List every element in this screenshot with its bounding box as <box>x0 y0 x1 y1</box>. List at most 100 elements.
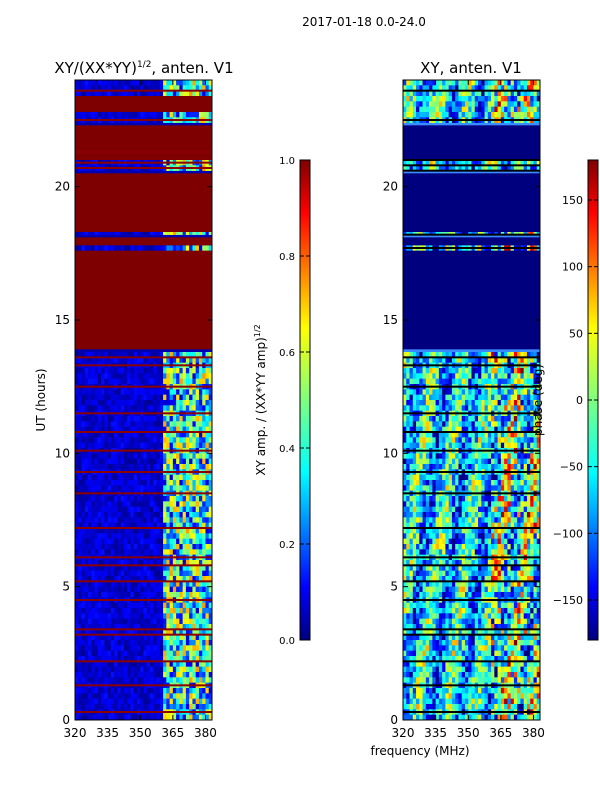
heatmap-cell <box>166 693 170 699</box>
heatmap-cell <box>461 464 466 470</box>
heatmap-cell <box>510 357 515 363</box>
heatmap-cell <box>455 480 459 486</box>
figure-suptitle: 2017-01-18 0.0-24.0 <box>302 15 426 29</box>
heatmap-cell <box>195 90 200 97</box>
heatmap-cell <box>140 421 144 427</box>
heatmap-cell <box>101 432 105 438</box>
heatmap-cell <box>127 528 131 534</box>
heatmap-cell <box>409 474 414 481</box>
heatmap-cell <box>202 506 206 513</box>
heatmap-cell <box>75 368 79 374</box>
heatmap-cell <box>403 458 407 465</box>
heatmap-cell <box>101 400 105 406</box>
heatmap-cell <box>150 672 154 678</box>
heatmap-cell <box>435 357 440 363</box>
heatmap-cell <box>182 432 187 438</box>
heatmap-cell <box>451 368 456 374</box>
heatmap-cell <box>205 522 210 529</box>
heatmap-cell <box>94 565 99 571</box>
heatmap-cell <box>133 357 138 363</box>
heatmap-cell <box>455 496 459 502</box>
heatmap-cell <box>81 592 86 598</box>
heatmap-cell <box>429 437 433 443</box>
heatmap-cell <box>491 496 495 502</box>
heatmap-cell <box>120 544 125 550</box>
heatmap-cell <box>114 538 118 545</box>
heatmap-cell <box>153 533 157 539</box>
heatmap-cell <box>176 714 180 720</box>
heatmap-cell <box>117 560 121 566</box>
heatmap-cell <box>182 517 187 523</box>
heatmap-cell <box>445 96 449 102</box>
heatmap-cell <box>448 400 453 406</box>
heatmap-cell <box>153 661 157 667</box>
heatmap-cell <box>156 80 161 86</box>
heatmap-cell <box>494 229 498 235</box>
heatmap-cell <box>448 421 453 427</box>
heatmap-cell <box>97 517 102 523</box>
heatmap-cell <box>133 416 138 422</box>
heatmap-cell <box>153 666 157 673</box>
heatmap-cell <box>163 405 167 411</box>
heatmap-cell <box>517 400 521 406</box>
heatmap-cell <box>91 501 95 507</box>
heatmap-cell <box>192 357 196 363</box>
heatmap-cell <box>163 416 167 422</box>
heatmap-cell <box>478 378 482 385</box>
heatmap-cell <box>156 677 161 683</box>
heatmap-cell <box>153 389 157 395</box>
heatmap-cell <box>412 90 417 97</box>
heatmap-cell <box>416 229 420 235</box>
heatmap-cell <box>127 512 131 518</box>
heatmap-cell <box>156 416 161 422</box>
heatmap-cell <box>101 645 105 651</box>
heatmap-cell <box>140 512 144 518</box>
heatmap-cell <box>451 464 456 470</box>
heatmap-cell <box>146 602 151 609</box>
heatmap-cell <box>84 378 89 385</box>
heatmap-cell <box>84 437 89 443</box>
heatmap-cell <box>114 496 118 502</box>
heatmap-cell <box>140 528 144 534</box>
heatmap-cell <box>163 592 167 598</box>
heatmap-cell <box>202 560 206 566</box>
heatmap-cell <box>110 640 115 646</box>
heatmap-cell <box>150 245 154 251</box>
heatmap-cell <box>205 458 210 465</box>
heatmap-cell <box>110 394 115 401</box>
heatmap-cell <box>156 570 161 577</box>
heatmap-cell <box>107 645 112 651</box>
heatmap-cell <box>195 442 200 449</box>
heatmap-cell <box>202 693 206 699</box>
heatmap-cell <box>205 373 210 379</box>
heatmap-cell <box>114 432 118 438</box>
heatmap-cell <box>192 474 196 481</box>
heatmap-cell <box>110 368 115 374</box>
heatmap-cell <box>487 112 492 118</box>
heatmap-cell <box>195 714 200 720</box>
heatmap-cell <box>130 229 135 235</box>
heatmap-cell <box>429 112 433 118</box>
heatmap-cell <box>140 672 144 678</box>
heatmap-cell <box>78 432 82 438</box>
heatmap-cell <box>500 80 505 86</box>
heatmap-cell <box>91 688 95 694</box>
heatmap-cell <box>81 517 86 523</box>
heatmap-cell <box>185 421 190 427</box>
heatmap-cell <box>104 501 108 507</box>
heatmap-cell <box>75 394 79 401</box>
heatmap-cell <box>464 474 469 481</box>
heatmap-cell <box>166 560 170 566</box>
heatmap-cell <box>130 704 135 710</box>
heatmap-cell <box>163 496 167 502</box>
heatmap-cell <box>117 640 121 646</box>
heatmap-cell <box>136 544 141 550</box>
heatmap-cell <box>205 389 210 395</box>
heatmap-cell <box>133 613 138 619</box>
heatmap-cell <box>94 352 99 358</box>
heatmap-cell <box>88 666 92 673</box>
heatmap-cell <box>189 378 193 385</box>
heatmap-cell <box>143 570 148 577</box>
heatmap-cell <box>107 405 112 411</box>
heatmap-cell <box>432 90 436 97</box>
